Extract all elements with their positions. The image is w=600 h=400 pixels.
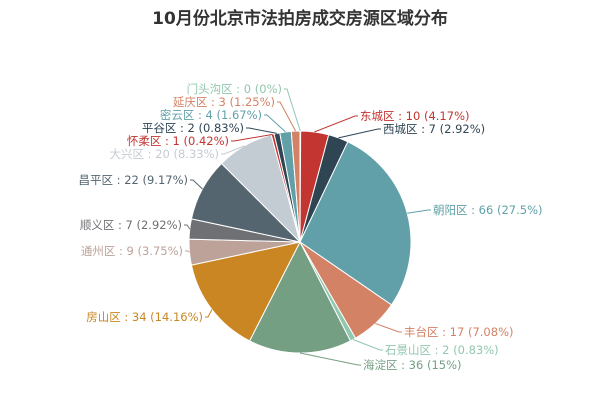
leader-line-门头沟区	[284, 88, 301, 132]
leader-line-延庆区	[277, 101, 297, 132]
slice-label-大兴区: 大兴区 : 20 (8.33%)	[110, 147, 219, 161]
leader-line-石景山区	[352, 339, 383, 351]
slice-label-海淀区: 海淀区 : 36 (15%)	[363, 358, 462, 372]
slice-label-延庆区: 延庆区 : 3 (1.25%)	[173, 95, 275, 109]
leader-line-顺义区	[184, 224, 191, 230]
slice-label-石景山区: 石景山区 : 2 (0.83%)	[385, 343, 499, 357]
pie-slices	[188, 130, 412, 354]
slice-label-通州区: 通州区 : 9 (3.75%)	[81, 244, 183, 258]
leader-line-大兴区	[221, 145, 245, 155]
slice-labels: 东城区 : 10 (4.17%)西城区 : 7 (2.92%) 朝阳区 : 66 …	[79, 82, 543, 372]
leader-line-东城区	[314, 115, 358, 133]
leader-line-昌平区	[190, 179, 203, 190]
slice-label-平谷区: 平谷区 : 2 (0.83%)	[142, 121, 244, 135]
slice-label-房山区: 房山区 : 34 (14.16%)	[86, 310, 203, 324]
leader-line-通州区	[185, 250, 190, 253]
pie-slice-房山区[interactable]	[190, 241, 301, 342]
leader-line-密云区	[264, 114, 286, 133]
leader-line-朝阳区	[407, 209, 431, 214]
slice-label-丰台区: 丰台区 : 17 (7.08%)	[404, 325, 513, 339]
leader-line-平谷区	[246, 127, 277, 134]
pie-slice-海淀区[interactable]	[248, 240, 352, 354]
slice-label-门头沟区: 门头沟区 : 0 (0%)	[187, 82, 282, 96]
slice-label-密云区: 密云区 : 4 (1.67%)	[160, 108, 262, 122]
slice-label-怀柔区: 怀柔区 : 1 (0.42%)	[127, 134, 229, 148]
label-leader-lines	[184, 88, 431, 366]
slice-label-顺义区: 顺义区 : 7 (2.92%)	[80, 218, 182, 232]
pie-slice-门头沟区[interactable]	[299, 130, 302, 243]
slice-label-东城区: 东城区 : 10 (4.17%)	[360, 109, 469, 123]
leader-line-房山区	[205, 309, 213, 318]
leader-line-西城区	[338, 128, 381, 139]
slice-label-昌平区: 昌平区 : 22 (9.17%)	[79, 173, 188, 187]
chart-title: 10月份北京市法拍房成交房源区域分布	[152, 9, 448, 29]
leader-line-海淀区	[299, 352, 361, 366]
leader-line-丰台区	[375, 323, 402, 333]
leader-line-怀柔区	[231, 133, 273, 142]
slice-label-朝阳区: 朝阳区 : 66 (27.5%)	[433, 203, 542, 217]
slice-label-西城区: 西城区 : 7 (2.92%)	[383, 122, 485, 136]
